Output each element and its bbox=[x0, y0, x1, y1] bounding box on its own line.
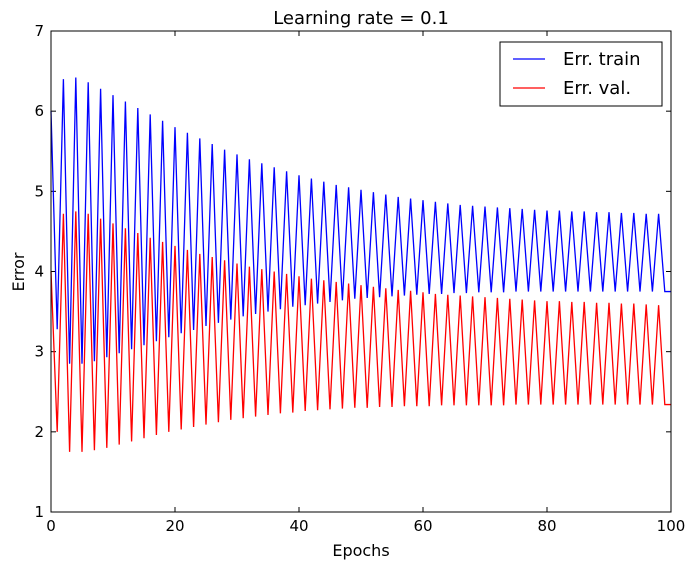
legend-box bbox=[499, 41, 663, 107]
y-tick-label: 5 bbox=[34, 182, 44, 200]
y-axis-label: Error bbox=[9, 252, 28, 291]
legend-label-1: Err. val. bbox=[563, 78, 631, 99]
legend: Err. train Err. val. bbox=[499, 41, 663, 107]
y-tick-label: 6 bbox=[34, 102, 44, 120]
chart-title: Learning rate = 0.1 bbox=[273, 8, 449, 29]
y-tick-label: 7 bbox=[34, 22, 44, 40]
axis-ticks: 0 20 40 60 80 100 1 2 3 4 5 6 7 bbox=[34, 22, 685, 535]
legend-label-0: Err. train bbox=[563, 49, 641, 70]
plot-area-frame bbox=[50, 30, 672, 513]
x-tick-label: 0 bbox=[46, 517, 56, 535]
x-axis-label: Epochs bbox=[332, 541, 389, 560]
series-lines bbox=[50, 77, 671, 452]
series-line-1 bbox=[50, 211, 671, 452]
y-tick-label: 2 bbox=[34, 423, 44, 441]
x-tick-label: 60 bbox=[413, 517, 432, 535]
x-tick-label: 40 bbox=[289, 517, 308, 535]
y-tick-label: 1 bbox=[34, 503, 44, 521]
x-tick-label: 100 bbox=[657, 517, 686, 535]
x-tick-label: 20 bbox=[165, 517, 184, 535]
y-tick-label: 4 bbox=[34, 263, 44, 281]
series-line-0 bbox=[50, 77, 671, 364]
x-tick-label: 80 bbox=[537, 517, 556, 535]
y-tick-label: 3 bbox=[34, 343, 44, 361]
